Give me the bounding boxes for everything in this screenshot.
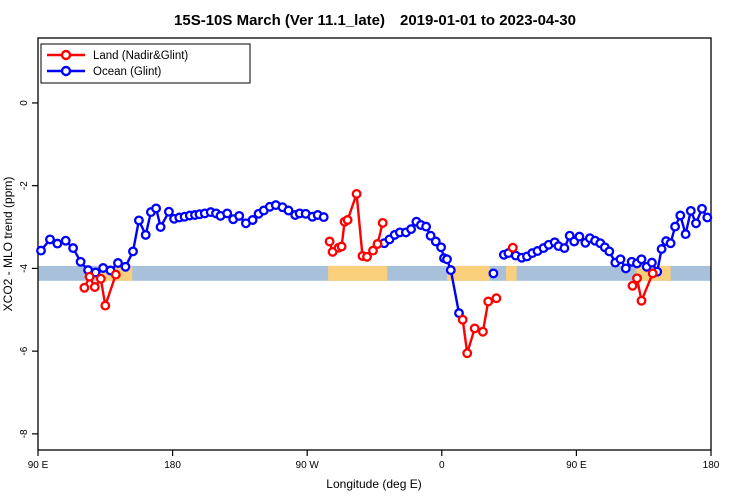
data-point-marker [324, 236, 335, 247]
chart-title: 15S-10S March (Ver 11.1_late) 2019-01-01… [174, 12, 576, 29]
data-point-marker [318, 212, 329, 223]
data-point-marker [604, 246, 615, 257]
data-point-marker [128, 246, 138, 257]
data-point-marker [507, 242, 518, 253]
x-tick-label: 0 [439, 460, 445, 471]
y-tick-label: 0 [19, 100, 30, 106]
land-band-segment [447, 265, 490, 281]
x-tick-label: 90 W [296, 460, 320, 471]
data-point-marker [52, 238, 63, 249]
data-point-marker [377, 217, 388, 228]
data-point-marker [234, 210, 245, 221]
data-point-marker [36, 245, 46, 256]
plot-area: 90 E 180 90 W 0 90 E 180 0 -2 -4 -6 -8 [19, 37, 720, 471]
data-point-marker [632, 273, 642, 284]
legend-box [40, 43, 251, 84]
data-point-marker [351, 188, 362, 199]
legend-label-ocean: Ocean (Glint) [93, 66, 162, 78]
land-band-segment [506, 265, 517, 281]
data-point-marker [627, 280, 638, 291]
data-point-marker [45, 234, 55, 245]
y-axis-label: XCO2 - MLO trend (ppm) [1, 177, 15, 312]
data-point-marker [559, 243, 570, 254]
y-tick-label: -6 [19, 346, 30, 355]
data-point-marker [646, 257, 657, 268]
data-point-marker [680, 229, 691, 240]
y-tick-label: -4 [19, 264, 30, 273]
data-point-marker [60, 235, 71, 246]
data-point-marker [477, 326, 488, 337]
data-point-marker [247, 215, 258, 225]
data-point-marker [110, 269, 121, 280]
data-point-marker [665, 238, 676, 249]
data-point-marker [283, 205, 294, 216]
data-point-marker [84, 271, 95, 282]
data-point-marker [75, 256, 86, 267]
data-point-marker [488, 268, 499, 279]
legend-marker-ocean-icon [60, 65, 72, 77]
data-point-marker [151, 203, 162, 214]
data-point-marker [675, 210, 686, 221]
data-point-marker [113, 258, 123, 268]
series-line [461, 297, 498, 355]
data-point-marker [656, 244, 667, 254]
x-tick-label: 90 E [566, 460, 587, 471]
data-point-marker [163, 206, 174, 217]
data-point-marker [68, 243, 79, 254]
data-point-marker [670, 221, 681, 232]
legend-label-land: Land (Nadir&Glint) [93, 50, 188, 62]
data-point-marker [697, 203, 707, 214]
legend-marker-land-icon [60, 49, 72, 61]
legend-item-land: Land (Nadir&Glint) [47, 49, 188, 62]
x-tick-label: 180 [703, 460, 720, 471]
data-point-marker [89, 282, 100, 292]
data-point-marker [421, 221, 432, 232]
x-tick-label: 180 [164, 460, 181, 471]
legend: Land (Nadir&Glint) Ocean (Glint) [40, 43, 251, 84]
data-point-marker [155, 222, 166, 232]
data-point-marker [469, 323, 480, 334]
data-point-marker [372, 239, 383, 249]
data-point-marker [430, 236, 441, 247]
legend-item-ocean: Ocean (Glint) [47, 65, 162, 78]
data-point-marker [368, 245, 378, 256]
data-point-marker [647, 268, 658, 279]
data-point-marker [620, 263, 631, 274]
data-point-marker [222, 208, 233, 219]
data-point-marker [691, 218, 701, 229]
data-point-marker [445, 265, 456, 276]
data-point-marker [120, 261, 131, 272]
data-point-marker [483, 296, 494, 307]
data-point-marker [636, 295, 647, 306]
data-point-marker [457, 314, 468, 325]
data-point-marker [406, 224, 417, 235]
data-point-marker [133, 215, 144, 226]
data-point-marker [100, 300, 111, 311]
data-point-marker [702, 212, 713, 223]
data-point-marker [462, 348, 473, 359]
data-point-marker [685, 205, 696, 216]
data-point-marker [140, 229, 151, 240]
data-point-marker [636, 254, 647, 265]
x-tick-label: 90 E [28, 460, 49, 471]
data-point-marker [95, 273, 106, 284]
data-point-marker [442, 254, 452, 265]
plot-border [37, 37, 712, 451]
x-axis-label: Longitude (deg E) [326, 477, 421, 491]
y-tick-label: -8 [19, 429, 30, 438]
data-point-marker [574, 231, 585, 242]
data-point-marker [342, 215, 353, 225]
data-point-marker [491, 293, 502, 304]
land-band-segment [328, 265, 388, 281]
y-tick-label: -2 [19, 181, 30, 190]
data-point-marker [362, 251, 372, 262]
data-point-marker [615, 254, 626, 265]
data-point-marker [79, 282, 90, 293]
data-point-marker [425, 230, 436, 241]
data-point-marker [436, 242, 447, 253]
data-point-marker [336, 241, 347, 252]
